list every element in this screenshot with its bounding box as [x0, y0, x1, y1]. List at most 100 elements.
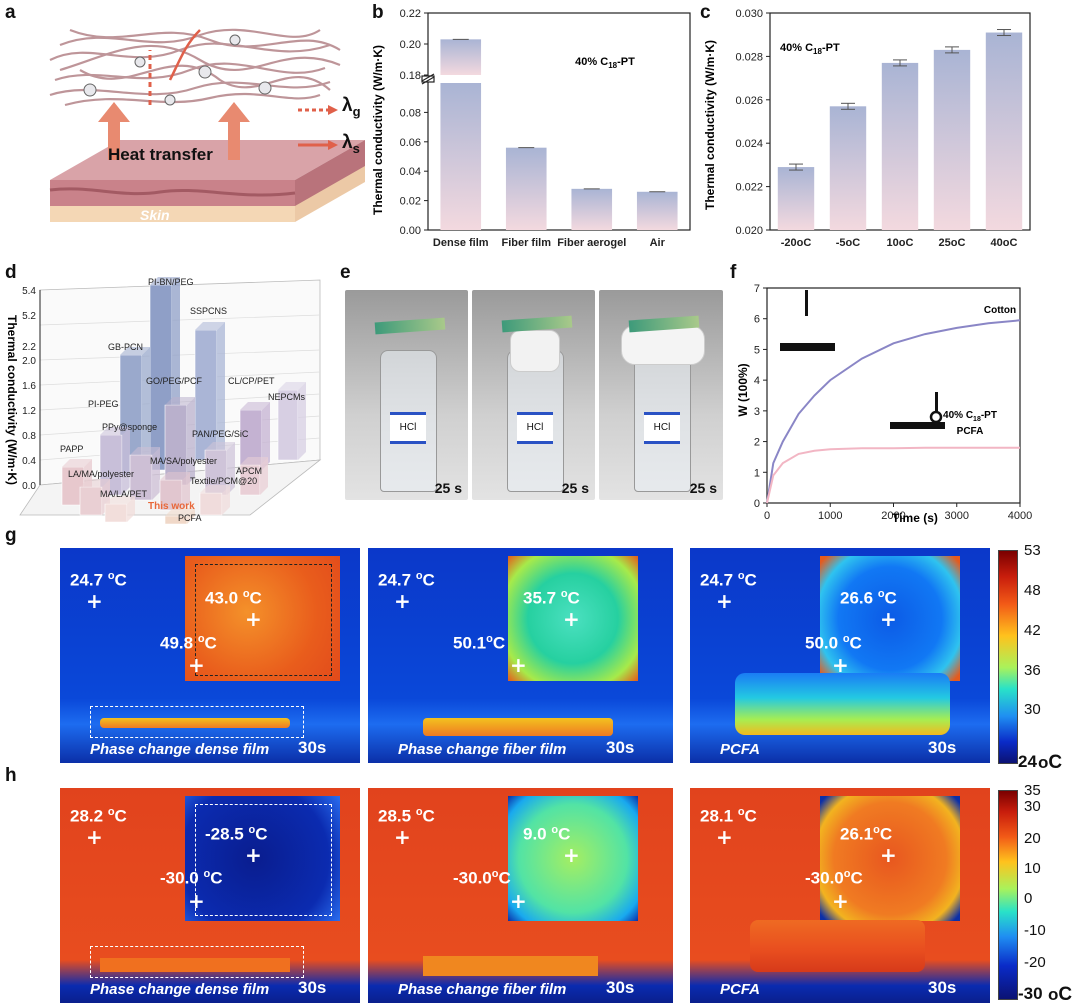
d-label: APCM: [236, 466, 262, 476]
ir-time: 30s: [928, 738, 957, 757]
photo-e1: HCl 25 s: [345, 290, 468, 500]
ir-time: 30s: [928, 978, 957, 997]
colorbar-g-tick: 48: [1024, 582, 1041, 599]
ir-sample: [423, 956, 598, 976]
f-xtick: 0: [764, 510, 770, 522]
ir-sample: [423, 718, 613, 736]
b-bar: [505, 147, 547, 230]
ir-cool-image-3: 28.1 oC +26.1oC + -30.0oC + PCFA 30s: [690, 788, 990, 1003]
d-bar-top: [205, 442, 235, 450]
colorbar-h-tick: 10: [1024, 860, 1041, 877]
colorbar-h-tick: 20: [1024, 830, 1041, 847]
panel-label-b: b: [372, 2, 384, 23]
f-ytick: 0: [754, 498, 760, 510]
ir-time: 30s: [606, 978, 635, 997]
d-bar-top: [195, 322, 225, 330]
ir-crosshair: +: [563, 843, 580, 867]
colorbar-g-tick: 36: [1024, 662, 1041, 679]
d-tick: 2.0: [22, 356, 36, 367]
ir-ambient-temp: 24.7 oC: [378, 570, 435, 590]
ir-crosshair: +: [510, 889, 527, 913]
hcl-label-1: HCl: [390, 412, 426, 444]
f-ytick: 1: [754, 467, 760, 479]
hcl-label-2: HCl: [517, 412, 553, 444]
colorbar-g-tick: 42: [1024, 622, 1041, 639]
panel-label-f: f: [730, 262, 737, 283]
b-break-mark: [421, 73, 435, 82]
f-ytick: 7: [754, 283, 760, 295]
ir-edge-temp: 49.8 oC: [160, 633, 217, 653]
ir-inset: [820, 796, 960, 921]
f-series-line: [766, 319, 1021, 504]
d-bar-top: [150, 277, 180, 285]
d-label: NEPCMs: [268, 392, 306, 402]
panel-d-chart: 0.0 0.4 0.8 1.2 1.6 2.0 2.2 5.2 5.4 Thermal cond…: [5, 277, 322, 525]
d-tick: 0.0: [22, 481, 36, 492]
colorbar-h-tick: 0: [1024, 890, 1033, 907]
f-ytick: 5: [754, 344, 760, 356]
d-bar: [79, 486, 103, 516]
d-bar-top: [278, 382, 306, 390]
ir-inset: [508, 796, 638, 921]
d-bar-side: [262, 402, 270, 470]
f-xtick: 4000: [1008, 510, 1032, 522]
b-category: Dense film: [433, 237, 489, 249]
ir-crosshair: +: [832, 653, 849, 677]
ir-crosshair: +: [188, 889, 205, 913]
d-label: Textile/PCM@20: [190, 476, 257, 486]
b-tick: 0.20: [400, 39, 421, 51]
b-tick: 0.22: [400, 8, 421, 20]
f-xtick: 1000: [818, 510, 842, 522]
b-annotation: 40% C18-PT: [575, 56, 635, 70]
d-label: PPy@sponge: [102, 422, 157, 432]
colorbar-g-unit: oC: [1038, 752, 1063, 773]
f-label-cotton: Cotton: [984, 305, 1016, 316]
ir-caption: PCFA: [720, 741, 761, 758]
d-bar-top: [105, 496, 135, 504]
c-category: -5oC: [836, 237, 861, 249]
d-tick: 2.2: [22, 342, 36, 353]
b-category: Fiber aerogel: [557, 237, 626, 249]
ir-crosshair: +: [245, 607, 262, 631]
c-tick: 0.028: [735, 51, 763, 63]
ir-crosshair: +: [880, 607, 897, 631]
ir-inset: [508, 556, 638, 681]
f-series-line: [766, 446, 1020, 504]
colorbar-g-tick: 53: [1024, 542, 1041, 559]
f-ytick: 6: [754, 314, 760, 326]
ir-crosshair: +: [86, 825, 103, 849]
ir-caption: Phase change dense film: [90, 741, 270, 758]
ir-edge-temp: -30.0oC: [805, 868, 863, 888]
c-bar: [933, 49, 971, 230]
ir-caption: Phase change fiber film: [398, 981, 567, 998]
colorbar-h-tick: -10: [1024, 922, 1046, 939]
b-tick: 0.08: [400, 107, 421, 119]
f-inset-cotton-sample: [780, 343, 835, 351]
ir-edge-temp: 50.1oC: [453, 633, 506, 653]
c-bar: [985, 32, 1023, 230]
colorbar-h-tick: 30: [1024, 798, 1041, 815]
ir-edge-temp: -30.0 oC: [160, 868, 223, 888]
panel-label-e: e: [340, 262, 351, 283]
c-ylabel: Thermal conductivity (W/m·K): [703, 40, 717, 210]
d-zlabel: Thermal conductivity (W/m·K): [5, 315, 19, 485]
colorbar-g-min: 24: [1018, 752, 1037, 771]
ir-cool-image-1: 28.2 oC + -28.5 oC + -30.0 oC + Phase change d…: [60, 788, 360, 1003]
time-e1: 25 s: [434, 480, 462, 496]
ir-crosshair: +: [245, 843, 262, 867]
d-label: GB-PCN: [108, 342, 143, 352]
d-bar-side: [122, 427, 130, 495]
colorbar-h: [998, 790, 1018, 1000]
b-ylabel: Thermal conductivity (W/m·K): [371, 45, 385, 215]
ir-heat-image-3: 24.7 oC +26.6 oC +50.0 oC + PCFA 30s: [690, 548, 990, 763]
d-label: PI-PEG: [88, 399, 119, 409]
d-label: SSPCNS: [190, 306, 227, 316]
panel-b-chart: 0.00 0.02 0.04 0.06 0.08 0.18 0.20 0.22 Dense fi…: [371, 8, 691, 249]
ir-center-temp: -28.5 oC: [205, 824, 268, 844]
ir-caption: PCFA: [720, 981, 761, 998]
d-bar-top: [120, 347, 150, 355]
panel-c-chart: 0.020 0.022 0.024 0.026 0.028 0.030 -20oC -5oC 1…: [703, 8, 1031, 249]
ir-center-temp: 9.0 oC: [523, 824, 571, 844]
ir-heat-image-1: 24.7 oC +43.0 oC +49.8 oC + Phase change den…: [60, 548, 360, 763]
ir-edge-temp: -30.0oC: [453, 868, 511, 888]
